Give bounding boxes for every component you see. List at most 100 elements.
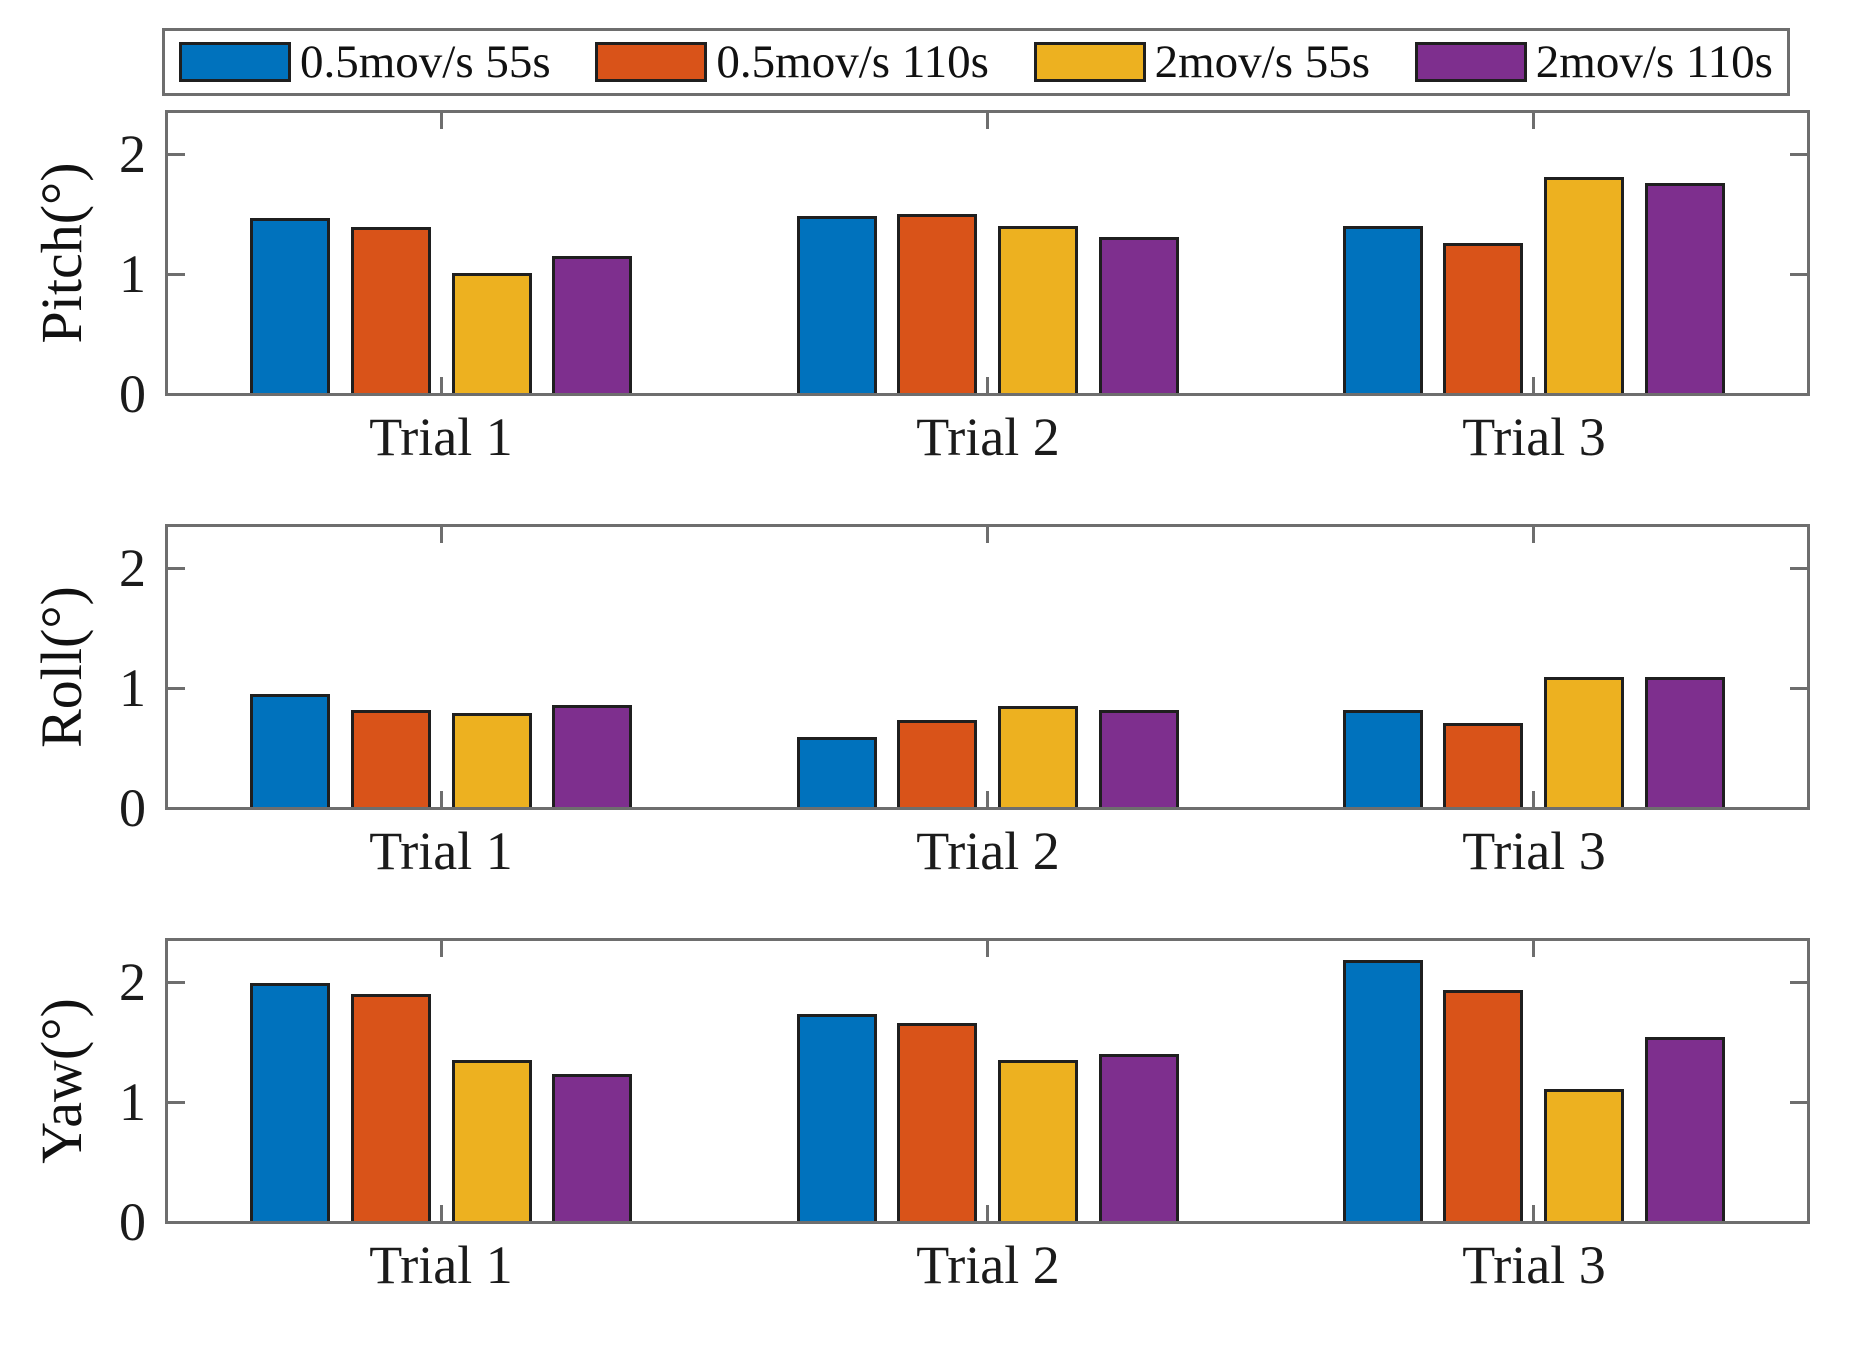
y-tick-right — [1790, 981, 1807, 984]
bar-yaw-trial-1-0-5mov-s-110s — [351, 994, 431, 1221]
legend-label: 2mov/s 55s — [1154, 35, 1371, 88]
bar-roll-trial-3-0-5mov-s-110s — [1443, 723, 1523, 807]
legend-swatch-icon — [1414, 42, 1527, 82]
x-tick-bottom — [440, 791, 443, 807]
plot-area-roll — [165, 524, 1810, 810]
y-tick-left — [168, 567, 185, 570]
x-tick-top — [1532, 527, 1535, 543]
y-axis-label: Roll(°) — [29, 586, 94, 748]
panel-pitch: Trial 1 Trial 2 Trial 3 0 1 2 Pitch(°) — [0, 110, 1859, 520]
bar-pitch-trial-3-0-5mov-s-55s — [1343, 226, 1423, 393]
legend-item-2: 2mov/s 55s — [1033, 35, 1371, 88]
y-tick-left — [168, 687, 185, 690]
y-tick-label: 0 — [119, 364, 146, 424]
bar-yaw-trial-2-0-5mov-s-110s — [897, 1023, 977, 1221]
bar-roll-trial-1-0-5mov-s-110s — [351, 710, 431, 807]
bar-yaw-trial-3-2mov-s-55s — [1544, 1089, 1624, 1221]
legend-swatch-icon — [179, 42, 291, 82]
bar-pitch-trial-1-0-5mov-s-55s — [250, 218, 330, 393]
x-tick-bottom — [440, 377, 443, 393]
bar-yaw-trial-3-2mov-s-110s — [1645, 1037, 1725, 1221]
y-tick-left — [168, 1101, 185, 1104]
x-category-label: Trial 3 — [1462, 821, 1606, 881]
legend-swatch-icon — [595, 42, 708, 82]
y-axis-label: Yaw(°) — [29, 998, 94, 1164]
y-tick-label: 0 — [119, 1192, 146, 1252]
bar-roll-trial-3-0-5mov-s-55s — [1343, 710, 1423, 807]
x-tick-top — [1532, 941, 1535, 957]
bar-pitch-trial-1-2mov-s-55s — [452, 273, 532, 393]
legend-item-1: 0.5mov/s 110s — [595, 35, 989, 88]
y-tick-right — [1790, 273, 1807, 276]
x-category-label: Trial 2 — [916, 821, 1060, 881]
legend-label: 0.5mov/s 110s — [716, 35, 989, 88]
bar-yaw-trial-1-2mov-s-110s — [552, 1074, 632, 1221]
bar-roll-trial-2-2mov-s-55s — [998, 706, 1078, 807]
bar-pitch-trial-1-0-5mov-s-110s — [351, 227, 431, 393]
bar-yaw-trial-3-0-5mov-s-55s — [1343, 960, 1423, 1221]
bar-roll-trial-3-2mov-s-55s — [1544, 677, 1624, 807]
legend-label: 0.5mov/s 55s — [300, 35, 551, 88]
bar-pitch-trial-2-0-5mov-s-55s — [797, 216, 877, 393]
bar-pitch-trial-3-0-5mov-s-110s — [1443, 243, 1523, 393]
bar-pitch-trial-3-2mov-s-55s — [1544, 177, 1624, 393]
y-tick-left — [168, 273, 185, 276]
plot-area-pitch — [165, 110, 1810, 396]
bar-yaw-trial-2-2mov-s-110s — [1099, 1054, 1179, 1221]
bar-roll-trial-2-2mov-s-110s — [1099, 710, 1179, 807]
x-tick-bottom — [986, 377, 989, 393]
legend-item-0: 0.5mov/s 55s — [179, 35, 551, 88]
legend: 0.5mov/s 55s 0.5mov/s 110s 2mov/s 55s 2mov/… — [162, 28, 1790, 96]
bar-pitch-trial-3-2mov-s-110s — [1645, 183, 1725, 393]
x-tick-bottom — [1532, 377, 1535, 393]
y-tick-right — [1790, 153, 1807, 156]
panel-roll: Trial 1 Trial 2 Trial 3 0 1 2 Roll(°) — [0, 524, 1859, 934]
y-tick-right — [1790, 687, 1807, 690]
y-tick-label: 1 — [119, 1072, 146, 1132]
bar-roll-trial-1-2mov-s-55s — [452, 713, 532, 807]
bar-roll-trial-3-2mov-s-110s — [1645, 677, 1725, 807]
x-tick-bottom — [1532, 1205, 1535, 1221]
bar-pitch-trial-2-2mov-s-110s — [1099, 237, 1179, 393]
x-category-label: Trial 1 — [369, 407, 513, 467]
x-category-label: Trial 3 — [1462, 407, 1606, 467]
panel-yaw: Trial 1 Trial 2 Trial 3 0 1 2 Yaw(°) — [0, 938, 1859, 1348]
bar-roll-trial-2-0-5mov-s-55s — [797, 737, 877, 807]
bar-yaw-trial-1-0-5mov-s-55s — [250, 983, 330, 1221]
legend-label: 2mov/s 110s — [1535, 35, 1773, 88]
bar-yaw-trial-2-0-5mov-s-55s — [797, 1014, 877, 1221]
x-tick-top — [440, 527, 443, 543]
x-category-label: Trial 2 — [916, 1235, 1060, 1295]
x-tick-bottom — [986, 791, 989, 807]
x-category-label: Trial 2 — [916, 407, 1060, 467]
y-tick-label: 0 — [119, 778, 146, 838]
x-tick-top — [986, 527, 989, 543]
bar-yaw-trial-2-2mov-s-55s — [998, 1060, 1078, 1221]
legend-item-3: 2mov/s 110s — [1414, 35, 1773, 88]
x-tick-top — [986, 113, 989, 129]
x-tick-bottom — [986, 1205, 989, 1221]
legend-swatch-icon — [1033, 42, 1146, 82]
x-tick-top — [1532, 113, 1535, 129]
x-tick-bottom — [440, 1205, 443, 1221]
bar-roll-trial-2-0-5mov-s-110s — [897, 720, 977, 807]
y-axis-label: Pitch(°) — [29, 162, 94, 344]
y-tick-right — [1790, 1101, 1807, 1104]
plot-area-yaw — [165, 938, 1810, 1224]
y-tick-label: 1 — [119, 658, 146, 718]
bar-pitch-trial-2-0-5mov-s-110s — [897, 214, 977, 393]
x-tick-top — [986, 941, 989, 957]
bar-roll-trial-1-0-5mov-s-55s — [250, 694, 330, 807]
y-tick-left — [168, 981, 185, 984]
x-category-label: Trial 1 — [369, 821, 513, 881]
bar-yaw-trial-3-0-5mov-s-110s — [1443, 990, 1523, 1221]
y-tick-label: 1 — [119, 244, 146, 304]
x-tick-top — [440, 941, 443, 957]
y-tick-label: 2 — [119, 952, 146, 1012]
bar-pitch-trial-1-2mov-s-110s — [552, 256, 632, 393]
bar-pitch-trial-2-2mov-s-55s — [998, 226, 1078, 393]
y-tick-left — [168, 153, 185, 156]
y-tick-right — [1790, 567, 1807, 570]
x-tick-top — [440, 113, 443, 129]
